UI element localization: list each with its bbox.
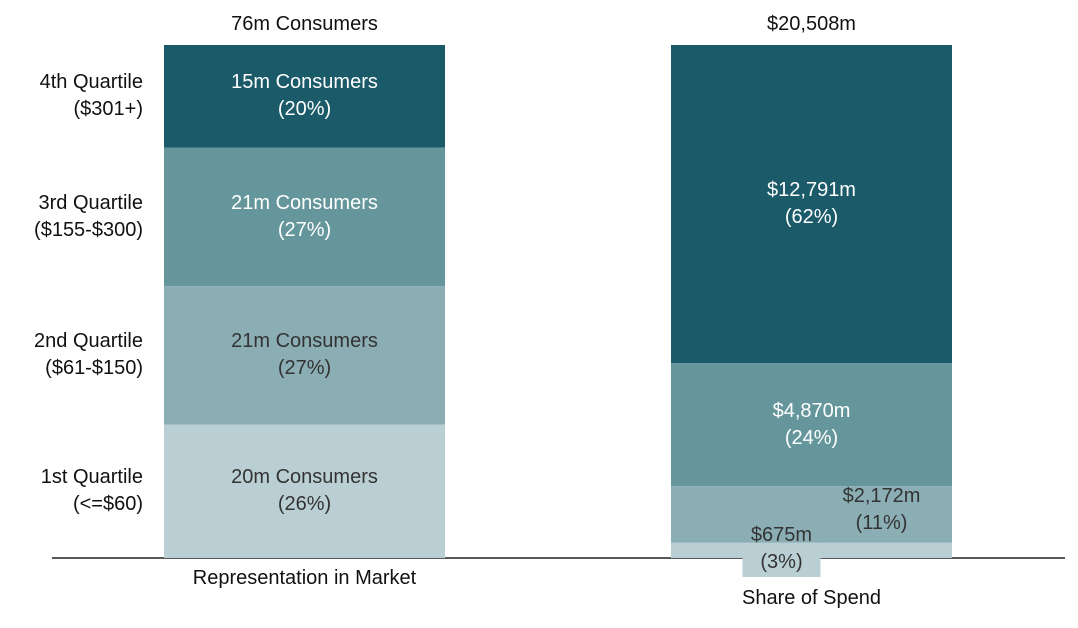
bar-segment [164, 424, 445, 558]
value-label: $675m (3%) [750, 524, 813, 573]
value-label: 21m Consumers (27%) [231, 330, 378, 380]
bar-segment [671, 363, 952, 487]
series-label: 3rd Quartile ($155-$300) [34, 191, 143, 241]
value-label: $4,870m (24%) [772, 399, 851, 449]
x-tick-label: Representation in Market [192, 567, 417, 589]
total-label: 76m Consumers [231, 13, 378, 35]
series-label: 1st Quartile (<=$60) [40, 466, 143, 516]
total-label: $20,508m [767, 13, 856, 35]
value-label: 21m Consumers (27%) [231, 191, 378, 241]
value-label: $12,791m (62%) [767, 179, 856, 229]
series-label: 2nd Quartile ($61-$150) [34, 330, 143, 380]
value-label: 15m Consumers (20%) [231, 71, 378, 121]
series-label: 4th Quartile ($301+) [39, 71, 143, 121]
bar-segment [164, 147, 445, 287]
bar-segment [671, 486, 952, 543]
value-label: $2,172m (11%) [842, 485, 921, 535]
x-tick-label: Share of Spend [742, 587, 881, 609]
bar-segment [164, 45, 445, 148]
value-label: 20m Consumers (26%) [231, 466, 378, 516]
bar-segment [671, 45, 952, 364]
bar-segment [164, 286, 445, 425]
